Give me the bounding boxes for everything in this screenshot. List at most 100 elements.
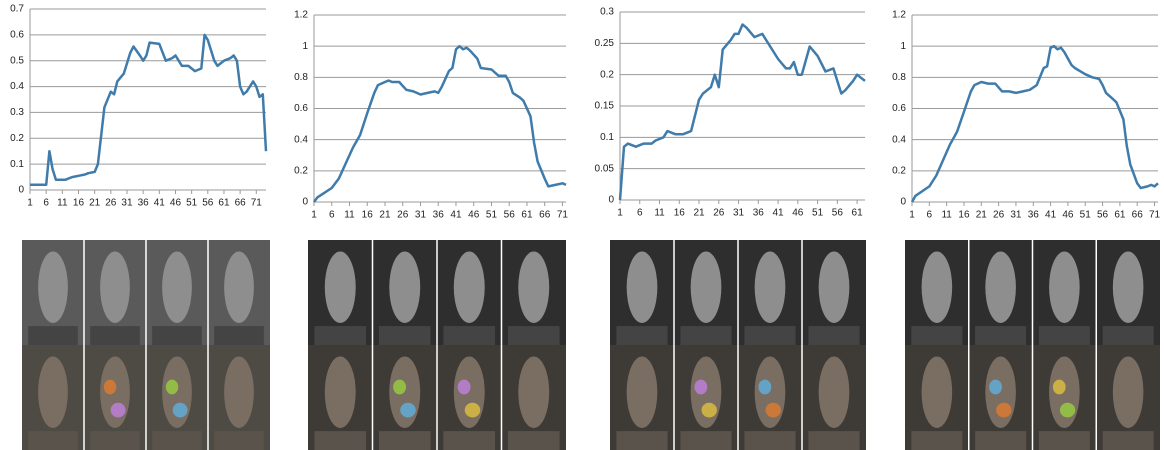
shoulders [975, 431, 1026, 450]
x-tick-label: 36 [1028, 210, 1040, 221]
y-tick-label: 0.15 [595, 101, 615, 112]
activation [393, 380, 406, 395]
x-tick-label: 41 [154, 198, 166, 209]
face [922, 252, 953, 323]
x-tick-label: 1 [617, 208, 623, 219]
y-tick-label: 1 [900, 41, 906, 52]
y-tick-label: 0.4 [892, 134, 906, 145]
shoulders [911, 326, 962, 345]
shoulders [808, 326, 859, 345]
face [518, 252, 549, 323]
data-line [912, 46, 1158, 202]
x-tick-label: 1 [311, 210, 317, 221]
activation [694, 380, 707, 395]
face [691, 357, 722, 428]
y-tick-label: 0.8 [892, 72, 906, 83]
x-tick-label: 46 [468, 210, 480, 221]
shoulders [443, 431, 495, 450]
y-tick-label: 0.3 [600, 7, 614, 18]
activation [111, 403, 126, 418]
activation [989, 380, 1002, 395]
face [691, 252, 722, 323]
x-tick-label: 36 [753, 208, 765, 219]
x-tick-label: 51 [186, 198, 198, 209]
x-tick-label: 11 [941, 210, 952, 221]
x-tick-label: 46 [170, 198, 182, 209]
shoulders [975, 326, 1026, 345]
y-tick-label: 1.2 [294, 10, 308, 21]
y-tick-label: 0.7 [10, 4, 24, 15]
face [819, 252, 850, 323]
x-tick-label: 31 [415, 210, 427, 221]
x-tick-label: 16 [958, 210, 970, 221]
x-tick-label: 51 [812, 208, 824, 219]
shoulders [911, 431, 962, 450]
x-tick-label: 56 [832, 208, 844, 219]
shoulders [214, 431, 264, 450]
data-line [620, 25, 865, 201]
x-tick-label: 11 [57, 198, 68, 209]
x-tick-label: 61 [1114, 210, 1126, 221]
x-tick-label: 26 [105, 198, 117, 209]
face [38, 357, 68, 428]
face [755, 252, 786, 323]
y-tick-label: 0.1 [600, 132, 614, 143]
face [100, 252, 130, 323]
x-tick-label: 71 [251, 198, 263, 209]
y-tick-label: 0 [900, 197, 906, 208]
x-tick-label: 1 [909, 210, 915, 221]
x-tick-label: 46 [792, 208, 804, 219]
activation [702, 403, 717, 418]
activation [1060, 403, 1075, 418]
face [389, 252, 420, 323]
activation [166, 380, 178, 395]
y-tick-label: 0.6 [10, 29, 24, 40]
shoulders [90, 431, 140, 450]
face [922, 357, 953, 428]
y-tick-label: 0.4 [10, 81, 24, 92]
x-tick-label: 16 [674, 208, 686, 219]
face [985, 252, 1016, 323]
shoulders [443, 326, 495, 345]
x-tick-label: 26 [713, 208, 725, 219]
y-tick-label: 0 [608, 195, 614, 206]
activation [1053, 380, 1066, 395]
activation [996, 403, 1011, 418]
face [325, 252, 356, 323]
face [454, 252, 485, 323]
x-tick-label: 31 [1010, 210, 1022, 221]
activation [173, 403, 188, 418]
y-tick-label: 0.1 [10, 159, 24, 170]
x-tick-label: 31 [733, 208, 745, 219]
x-tick-label: 61 [521, 210, 533, 221]
x-tick-label: 66 [539, 210, 551, 221]
data-line [30, 35, 266, 185]
face [454, 357, 485, 428]
y-tick-label: 0.3 [10, 107, 24, 118]
shoulders [90, 326, 140, 345]
shoulders [214, 326, 264, 345]
face [162, 357, 192, 428]
x-tick-label: 66 [235, 198, 247, 209]
x-tick-label: 16 [73, 198, 85, 209]
x-tick-label: 21 [693, 208, 705, 219]
x-tick-label: 46 [1062, 210, 1074, 221]
face [162, 252, 192, 323]
y-tick-label: 0.4 [294, 134, 308, 145]
y-tick-label: 0.05 [595, 163, 615, 174]
shoulders [680, 431, 731, 450]
y-tick-label: 0 [18, 185, 24, 196]
y-tick-label: 0.25 [595, 38, 615, 49]
x-tick-label: 51 [486, 210, 498, 221]
activation [766, 403, 781, 418]
shoulders [744, 431, 795, 450]
activation [104, 380, 116, 395]
shoulders [508, 431, 560, 450]
shoulders [744, 326, 795, 345]
shoulders [508, 326, 560, 345]
activation [465, 403, 480, 418]
x-tick-label: 21 [89, 198, 101, 209]
face [38, 252, 68, 323]
face [985, 357, 1016, 428]
x-tick-label: 26 [993, 210, 1005, 221]
